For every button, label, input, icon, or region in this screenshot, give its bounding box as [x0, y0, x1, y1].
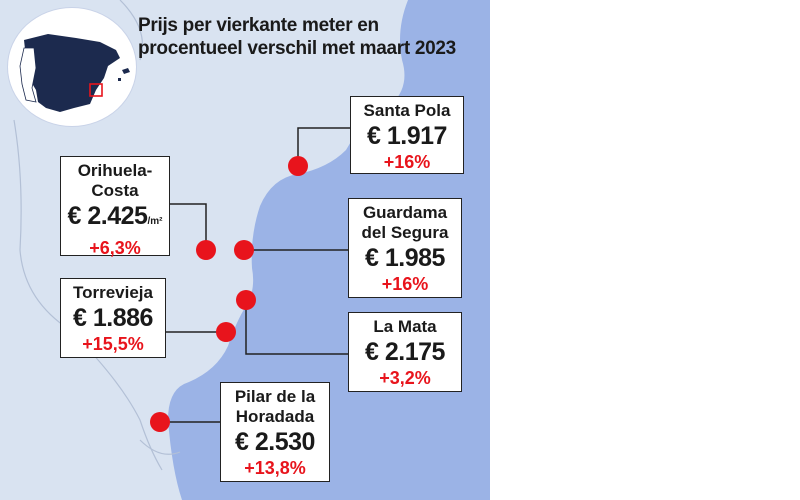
place-change: +6,3%	[89, 238, 141, 258]
region-highlight-box	[89, 83, 103, 97]
portugal-shape	[19, 47, 37, 103]
place-change: +13,8%	[244, 458, 306, 478]
marker-la-mata[interactable]	[236, 290, 256, 310]
inset-locator-map	[8, 8, 136, 126]
place-name-line-1: Orihuela-	[77, 161, 153, 180]
title-line-1: Prijs per vierkante meter en	[138, 15, 379, 36]
marker-pilar[interactable]	[150, 412, 170, 432]
place-change: +16%	[381, 274, 429, 294]
marker-santa-pola[interactable]	[288, 156, 308, 176]
map-title: Prijs per vierkante meter en procentueel…	[138, 14, 478, 60]
place-change: +16%	[383, 152, 431, 172]
spain-locator-map-icon	[19, 34, 130, 112]
marker-guardamar[interactable]	[234, 240, 254, 260]
connector-la-mata	[245, 300, 350, 355]
place-name-line-1: Pilar de la	[234, 387, 316, 406]
place-name-line-2: Horadada	[235, 407, 315, 426]
balearic-islands	[118, 68, 130, 81]
place-price-row: € 2.425/m²	[61, 201, 169, 237]
place-price: € 1.985	[365, 244, 445, 272]
place-change: +15,5%	[82, 334, 144, 354]
price-unit: /m²	[147, 216, 163, 227]
card-guardamar[interactable]: Guardama del Segura € 1.985 +16%	[348, 198, 462, 298]
connector-orihuela-costa	[168, 203, 207, 250]
place-name-line-2: Costa	[91, 181, 139, 200]
place-change: +3,2%	[379, 368, 431, 388]
marker-orihuela-costa[interactable]	[196, 240, 216, 260]
marker-torrevieja[interactable]	[216, 322, 236, 342]
place-name-line-2: del Segura	[361, 223, 449, 242]
place-price: € 1.917	[367, 122, 447, 150]
place-name: La Mata	[373, 317, 437, 336]
place-price: € 1.886	[73, 304, 153, 332]
place-price: € 2.175	[365, 338, 445, 366]
road-line-south	[139, 439, 181, 455]
connector-santa-pola	[297, 127, 350, 166]
card-orihuela-costa[interactable]: Orihuela- Costa € 2.425/m² +6,3%	[60, 156, 170, 258]
title-line-2: procentueel verschil met maart 2023	[138, 38, 456, 59]
place-name: Torrevieja	[72, 283, 153, 302]
card-la-mata[interactable]: La Mata € 2.175 +3,2%	[348, 312, 462, 392]
card-santa-pola[interactable]: Santa Pola € 1.917 +16%	[350, 96, 464, 174]
place-name-line-1: Guardama	[362, 203, 448, 222]
place-name: Santa Pola	[363, 101, 451, 120]
road-line-north	[119, 0, 144, 61]
card-pilar[interactable]: Pilar de la Horadada € 2.530 +13,8%	[220, 382, 330, 482]
place-price: € 2.425	[67, 202, 148, 230]
spain-shape	[24, 34, 120, 112]
card-torrevieja[interactable]: Torrevieja € 1.886 +15,5%	[60, 278, 166, 358]
place-price: € 2.530	[235, 428, 315, 456]
